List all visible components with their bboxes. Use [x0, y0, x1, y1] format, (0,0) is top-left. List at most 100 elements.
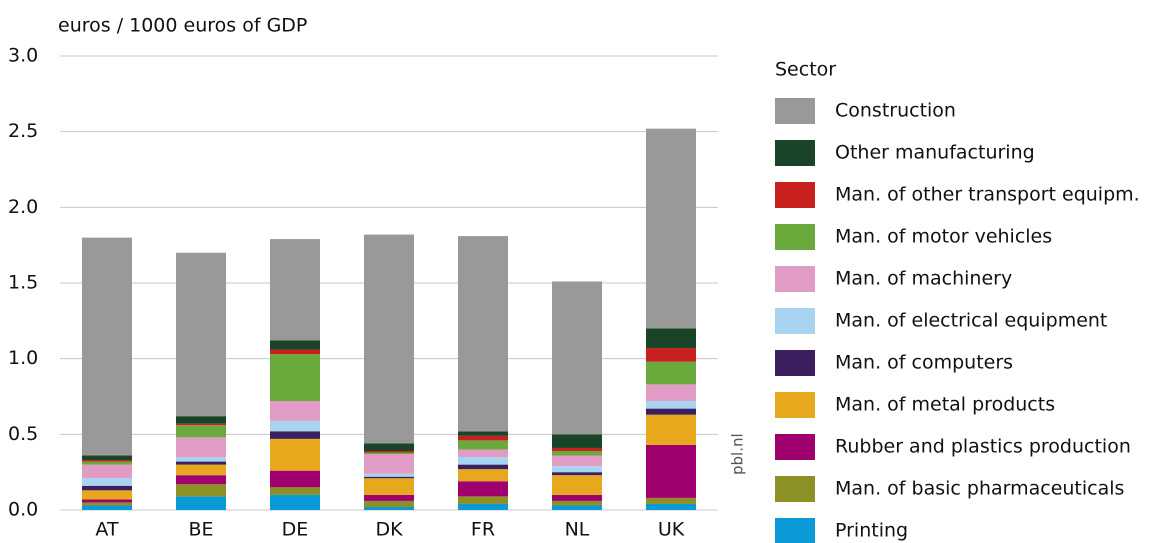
legend-swatch: [775, 518, 815, 543]
bar-segment: [364, 476, 414, 479]
legend-swatch: [775, 182, 815, 208]
bar-segment: [552, 494, 602, 501]
y-tick-label: 3.0: [8, 45, 38, 67]
bar-segment: [458, 236, 508, 432]
legend-label: Construction: [835, 100, 956, 122]
bar-segment: [82, 485, 132, 491]
bar-segment: [270, 431, 320, 439]
bar-segment: [646, 414, 696, 445]
bar-segment: [270, 349, 320, 355]
bar-segment: [364, 450, 414, 453]
bar-segment: [364, 500, 414, 507]
legend-label: Man. of other transport equipm.: [835, 184, 1140, 206]
bar-segment: [458, 440, 508, 450]
y-tick-label: 0.5: [8, 423, 38, 445]
legend-swatch: [775, 434, 815, 460]
legend-label: Man. of computers: [835, 352, 1013, 374]
bar-segment: [82, 460, 132, 462]
bar-segment: [646, 348, 696, 362]
legend-swatch: [775, 476, 815, 502]
bar-segment: [552, 450, 602, 456]
bar-segment: [270, 239, 320, 341]
x-tick-label: AT: [95, 519, 119, 541]
legend-label: Man. of motor vehicles: [835, 226, 1052, 248]
bar-segment: [552, 447, 602, 451]
bar-segment: [458, 469, 508, 482]
legend-title: Sector: [775, 59, 836, 81]
legend-label: Printing: [835, 520, 908, 542]
legend-swatch: [775, 350, 815, 376]
bar-segment: [364, 473, 414, 477]
bar-segment: [176, 484, 226, 497]
legend-swatch: [775, 140, 815, 166]
bar-segment: [552, 505, 602, 510]
legend-label: Man. of electrical equipment: [835, 310, 1107, 332]
bar-segment: [646, 361, 696, 385]
x-tick-label: DK: [375, 519, 403, 541]
bar-segment: [364, 234, 414, 444]
bar-segment: [270, 487, 320, 495]
chart-title: euros / 1000 euros of GDP: [58, 15, 307, 37]
bar-segment: [82, 464, 132, 479]
x-tick-label: BE: [188, 519, 213, 541]
y-tick-label: 1.0: [8, 347, 38, 369]
bar-segment: [270, 470, 320, 488]
y-tick-label: 2.5: [8, 120, 38, 142]
bar-segment: [82, 502, 132, 506]
bar-segment: [646, 401, 696, 409]
bar-segment: [176, 425, 226, 438]
legend-swatch: [775, 266, 815, 292]
bar-segment: [458, 435, 508, 441]
bar-segment: [270, 354, 320, 402]
bar-segment: [270, 340, 320, 350]
bar-segment: [364, 443, 414, 451]
y-tick-label: 2.0: [8, 196, 38, 218]
bar-segment: [646, 384, 696, 402]
bar-segment: [646, 328, 696, 349]
bar-segment: [270, 494, 320, 510]
bar-segment: [176, 423, 226, 426]
x-tick-label: FR: [471, 519, 495, 541]
legend-label: Man. of machinery: [835, 268, 1012, 290]
bar-segment: [82, 490, 132, 500]
bar-segment: [646, 497, 696, 504]
bar-segment: [646, 128, 696, 329]
bar-segment: [176, 475, 226, 485]
bar-segment: [176, 457, 226, 462]
bar-segment: [364, 454, 414, 474]
bar-segment: [176, 496, 226, 510]
source-label: pbl.nl: [729, 433, 747, 475]
bar-segment: [270, 420, 320, 432]
bar-segment: [552, 472, 602, 476]
bar-segment: [646, 444, 696, 498]
legend-label: Man. of basic pharmaceuticals: [835, 478, 1124, 500]
bar-segment: [364, 452, 414, 455]
legend-label: Other manufacturing: [835, 142, 1035, 164]
bar-segment: [364, 494, 414, 501]
legend-swatch: [775, 308, 815, 334]
bar-segment: [270, 401, 320, 421]
bar-segment: [646, 503, 696, 510]
bar-segment: [176, 416, 226, 424]
bar-segment: [82, 237, 132, 456]
legend-label: Man. of metal products: [835, 394, 1055, 416]
bar-segment: [82, 461, 132, 465]
legend-label: Rubber and plastics production: [835, 436, 1131, 458]
bar-segment: [552, 475, 602, 495]
x-tick-label: DE: [282, 519, 309, 541]
bar-segment: [552, 434, 602, 448]
bar-segment: [458, 503, 508, 510]
bar-segment: [458, 457, 508, 465]
bar-segment: [458, 496, 508, 504]
bar-segment: [270, 438, 320, 471]
x-tick-label: NL: [565, 519, 590, 541]
bar-segment: [82, 505, 132, 510]
legend-swatch: [775, 98, 815, 124]
bar-segment: [176, 461, 226, 465]
bar-segment: [458, 464, 508, 470]
bar-segment: [458, 431, 508, 436]
bar-segment: [82, 478, 132, 486]
bar-segment: [552, 500, 602, 506]
x-tick-label: UK: [658, 519, 685, 541]
